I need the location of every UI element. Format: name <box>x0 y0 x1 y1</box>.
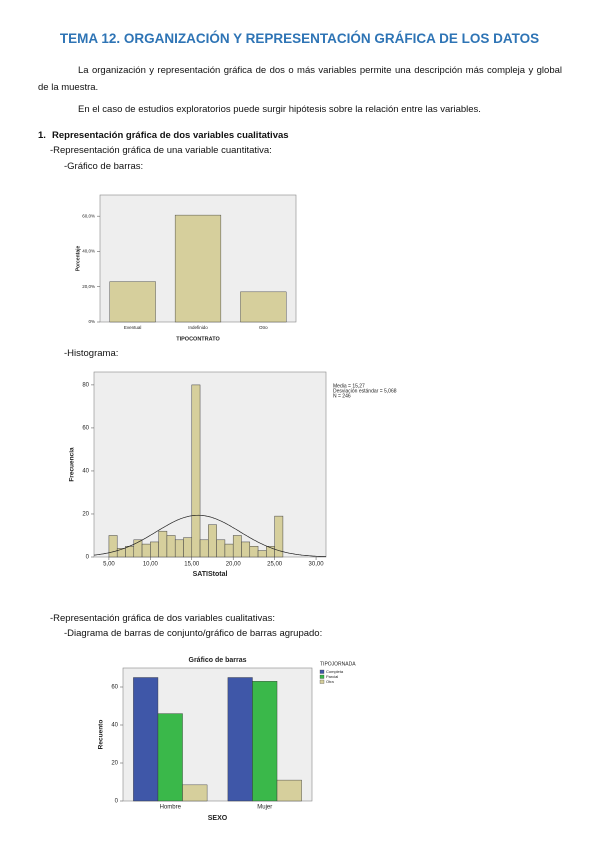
x-axis-label: TIPOCONTRATO <box>176 336 220 342</box>
x-tick-label: Otro <box>259 325 268 330</box>
y-tick-label: 60,0% <box>82 213 95 218</box>
bar <box>276 779 302 802</box>
histogram-bar <box>183 537 193 558</box>
histogram-bar <box>158 530 168 558</box>
y-tick-label: 40 <box>82 469 89 475</box>
y-tick-label: 60 <box>111 685 118 691</box>
histogram-bar <box>232 535 242 558</box>
section-number: 1. <box>38 130 46 141</box>
x-tick-label: Hombre <box>160 805 182 811</box>
stats-label: N = 246 <box>333 393 351 399</box>
paragraph: La organización y representación gráfica… <box>38 65 562 93</box>
bar <box>174 214 222 323</box>
title: TEMA 12. ORGANIZACIÓN Y REPRESENTACIÓN G… <box>59 31 540 46</box>
histogram-bar <box>208 524 217 558</box>
x-tick-label: Eventual <box>124 325 142 330</box>
x-axis-label: SATIStotal <box>193 571 228 578</box>
item: -Histograma: <box>64 348 119 359</box>
y-tick-label: 80 <box>82 382 89 388</box>
y-axis-label: Porcentaje <box>75 246 81 272</box>
stats-label: Media = 15,27 <box>333 383 365 389</box>
histogram-bar <box>199 539 209 558</box>
histogram-bar <box>241 541 251 558</box>
item: -Gráfico de barras: <box>64 161 144 172</box>
bar <box>133 677 159 802</box>
x-tick-label: 15,00 <box>184 562 200 568</box>
y-tick-label: 0% <box>88 319 95 324</box>
histogram-bar <box>150 541 159 558</box>
y-axis-label: Recuento <box>98 720 105 750</box>
histogram-bar <box>274 515 284 558</box>
legend-label: Completa <box>326 669 344 674</box>
x-tick-label: 25,00 <box>267 562 283 568</box>
x-tick-label: 30,00 <box>309 562 325 568</box>
histogram-bar <box>141 543 151 558</box>
y-tick-label: 40 <box>111 723 118 729</box>
bar <box>109 281 156 323</box>
item: -Representación gráfica de una variable … <box>50 145 272 156</box>
x-axis-label: SEXO <box>208 815 228 822</box>
x-tick-label: 5,00 <box>103 562 115 568</box>
histogram-bar <box>216 539 226 558</box>
y-tick-label: 60 <box>82 426 89 432</box>
histogram-bar <box>257 550 267 558</box>
y-axis-label: Frecuencia <box>69 447 76 482</box>
histogram-bar <box>174 539 184 558</box>
chart-title: Gráfico de barras <box>189 657 247 664</box>
legend-label: Otra <box>326 679 335 684</box>
legend-swatch <box>319 674 325 679</box>
x-tick-label: Mujer <box>257 805 272 811</box>
paragraph: En el caso de estudios exploratorios pue… <box>78 104 481 115</box>
y-tick-label: 20 <box>82 512 89 518</box>
bar <box>227 677 253 802</box>
histogram-bar <box>191 384 201 558</box>
y-tick-label: 40,0% <box>82 249 95 254</box>
stats-label: Desviación estándar = 5,068 <box>333 388 397 394</box>
legend-label: Parcial <box>326 674 338 679</box>
histogram-bar <box>249 545 259 558</box>
bar <box>240 291 287 323</box>
x-tick-label: 10,00 <box>143 562 159 568</box>
y-tick-label: 20 <box>111 761 118 767</box>
x-tick-label: Indefinido <box>188 325 208 330</box>
bar <box>182 784 208 802</box>
bar <box>157 713 183 802</box>
section-title: Representación gráfica de dos variables … <box>52 130 289 141</box>
legend-swatch <box>319 669 325 674</box>
bar <box>252 681 278 802</box>
x-tick-label: 20,00 <box>226 562 242 568</box>
legend-swatch <box>319 679 325 684</box>
histogram-bar <box>224 543 234 558</box>
y-tick-label: 0 <box>86 555 90 561</box>
item: -Diagrama de barras de conjunto/gráfico … <box>64 628 323 639</box>
legend-title: TIPOJORNADA <box>320 661 356 667</box>
item: -Representación gráfica de dos variables… <box>50 613 275 624</box>
y-tick-label: 0 <box>115 799 119 805</box>
y-tick-label: 20,0% <box>82 284 95 289</box>
histogram-bar <box>166 535 176 558</box>
histogram-bar <box>108 535 118 558</box>
histogram-bar <box>125 545 135 558</box>
normal-curve <box>93 514 326 557</box>
